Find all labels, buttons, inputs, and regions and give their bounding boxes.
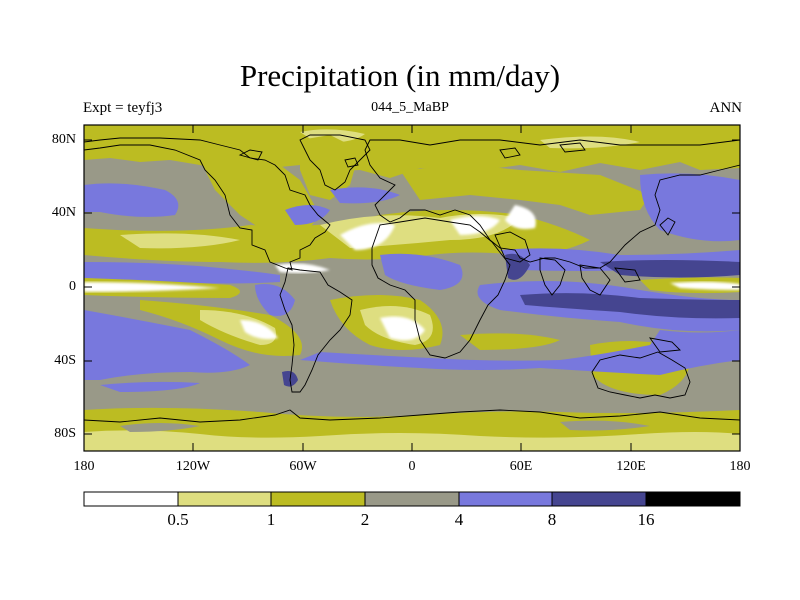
y-label-0: 0 [69, 279, 76, 294]
africa-outline [371, 217, 511, 359]
colorbar-label-8: 8 [547, 510, 557, 529]
arctic-light-patch [300, 129, 640, 149]
coastlines [84, 134, 740, 423]
colorbar-label-4: 4 [454, 510, 464, 529]
colorbar-box-4 [365, 492, 459, 506]
x-label-60w: 60W [289, 459, 317, 474]
season-label: ANN [709, 100, 743, 116]
new-guinea-outline [648, 337, 681, 353]
eurasia-dry [400, 165, 650, 215]
colorbar-label-0-5: 0.5 [167, 510, 189, 529]
x-label-120w: 120W [175, 459, 211, 474]
x-label-180e: 180 [729, 459, 751, 474]
colorbar-box-1 [84, 492, 178, 506]
colorbar-box-3 [271, 492, 365, 506]
greenland-outline [299, 134, 371, 191]
greenland-dry [300, 135, 360, 200]
colorbar-box-2 [178, 492, 271, 506]
subtropical-n-light [120, 214, 520, 249]
y-label-40s: 40S [54, 353, 76, 368]
eurasia-outline [364, 139, 740, 269]
n-pacific-wet-east [640, 173, 740, 242]
southern-ocean-wet [84, 310, 250, 380]
colorbar-label-2: 2 [360, 510, 370, 529]
india-outline [539, 257, 566, 296]
colorbar-frame [83, 491, 741, 507]
x-label-120e: 120E [616, 459, 646, 474]
amazon-wet [255, 284, 295, 316]
x-label-180w: 180 [73, 459, 95, 474]
arabia-outline [494, 231, 531, 263]
w-pacific-very-wet [600, 260, 740, 278]
time-label: 044_5_MaBP [371, 100, 449, 115]
warm-pool-very-wet [520, 293, 740, 319]
y-label-40n: 40N [51, 205, 76, 220]
itcz-wet [84, 262, 280, 284]
colorbar-box-7 [646, 492, 740, 506]
antarctic-light [84, 430, 740, 451]
axis-ticks [83, 125, 741, 451]
colorbar-label-1: 1 [266, 510, 276, 529]
southern-ocean-wet-2 [300, 330, 740, 375]
map-title: Precipitation (in mm/day) [239, 58, 561, 93]
y-label-80s: 80S [54, 426, 76, 441]
s-america-driest [240, 320, 278, 340]
east-africa-very-wet [505, 253, 530, 280]
pacific-cold-tongue [84, 281, 740, 292]
australia-outline [591, 351, 691, 399]
colorbar-box-6 [552, 492, 646, 506]
n-pacific-wet [84, 183, 179, 217]
congo-wet [380, 253, 463, 290]
north-america-outline [84, 137, 331, 271]
colorbar-label-16: 16 [637, 510, 655, 529]
antarctic-ocean-patch [120, 420, 650, 432]
atlantic-driest [275, 263, 330, 274]
x-label-0: 0 [408, 459, 416, 474]
se-asia-outline [579, 264, 641, 296]
japan-outline [659, 217, 676, 236]
n-atlantic-wet [285, 205, 330, 225]
y-label-80n: 80N [51, 132, 76, 147]
precipitation-field [84, 125, 740, 451]
experiment-label: Expt = teyfj3 [83, 100, 163, 116]
south-america-outline [279, 267, 353, 393]
s-africa-driest [380, 316, 425, 341]
s-pacific-wet [100, 381, 200, 392]
colorbar [83, 491, 741, 507]
colorbar-box-5 [459, 492, 552, 506]
iceland-outline [344, 157, 359, 168]
x-label-60e: 60E [509, 459, 533, 474]
indian-s-dry [460, 333, 560, 350]
arctic-islands-outline [238, 142, 586, 161]
antarctica-outline [84, 409, 740, 423]
